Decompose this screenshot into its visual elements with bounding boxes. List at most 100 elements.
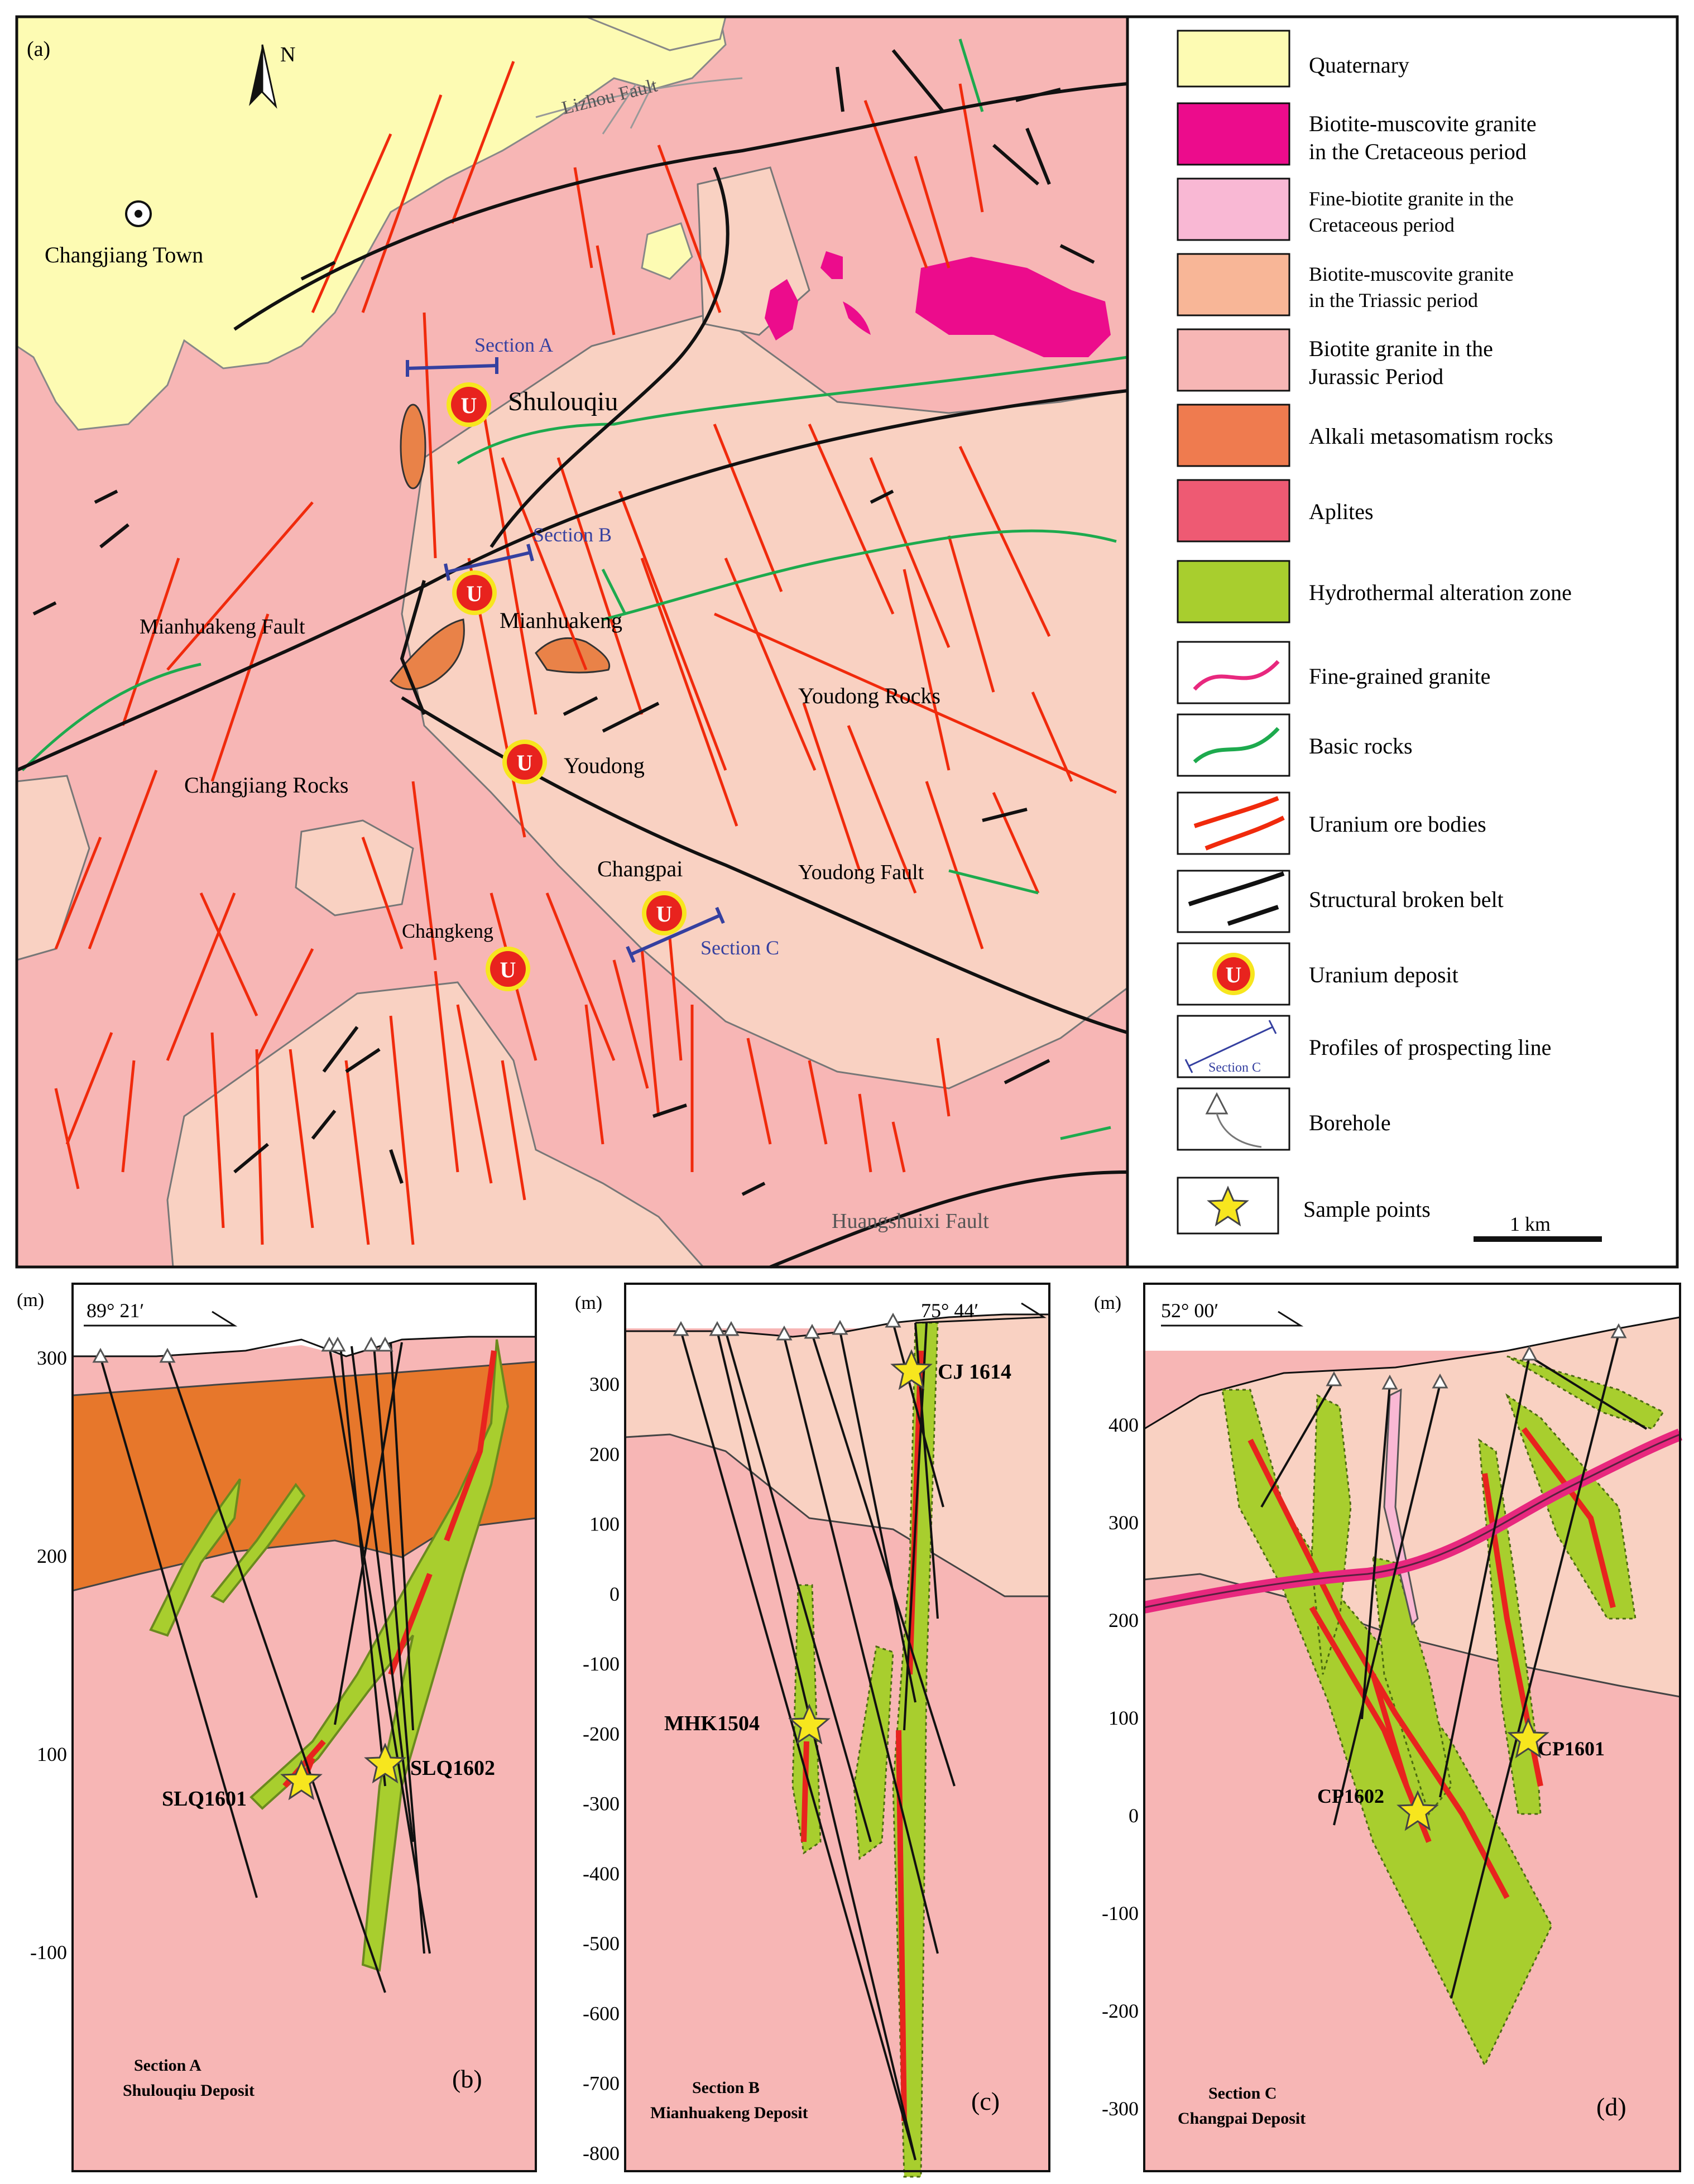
svg-text:Biotite-muscovite granite: Biotite-muscovite granite	[1309, 111, 1537, 136]
deposit-caption: Shulouqiu Deposit	[123, 2081, 255, 2100]
section-panel-d: CP1601 CP1602 52° 00′ (m) 400 300 200 10…	[1094, 1283, 1683, 2172]
svg-text:1 km: 1 km	[1510, 1213, 1551, 1235]
legend-item-uranium-ore-bodies: Uranium ore bodies	[1177, 791, 1486, 855]
deposit-caption: Changpai Deposit	[1178, 2109, 1306, 2128]
sample-label-cp1602: CP1602	[1317, 1785, 1384, 1807]
svg-text:Hydrothermal alteration zone: Hydrothermal alteration zone	[1309, 580, 1572, 605]
deposit-symbol: U	[656, 901, 673, 927]
quaternary-area	[641, 222, 693, 280]
section-c-label: Section C	[700, 937, 779, 959]
y-axis-ticks: 400 300 200 100 0 -100 -200 -300	[1102, 1414, 1139, 2120]
alkali-metasomatism-lens	[535, 637, 610, 674]
svg-text:Basic rocks: Basic rocks	[1309, 733, 1413, 759]
scale-bar: 1 km	[1474, 1213, 1602, 1242]
svg-text:-200: -200	[583, 1722, 620, 1745]
svg-text:in the Triassic period: in the Triassic period	[1309, 289, 1478, 311]
fine-biotite-granite-dyke	[1383, 1388, 1419, 1626]
changjiang-rocks-label: Changjiang Rocks	[184, 772, 348, 798]
svg-text:200: 200	[37, 1545, 67, 1567]
svg-text:Borehole: Borehole	[1309, 1110, 1391, 1135]
svg-text:-200: -200	[1102, 2000, 1139, 2022]
svg-text:Alkali metasomatism rocks: Alkali metasomatism rocks	[1309, 424, 1553, 449]
svg-text:-100: -100	[583, 1653, 620, 1675]
svg-text:-800: -800	[583, 2142, 620, 2164]
panel-label-c: (c)	[971, 2087, 1000, 2115]
legend-item-alkali-metasomatism: Alkali metasomatism rocks	[1177, 404, 1553, 467]
deposit-youdong: U	[502, 740, 547, 784]
triassic-granite-area	[166, 981, 706, 1268]
svg-text:-300: -300	[583, 1793, 620, 1815]
legend-item-structural-broken-belt: Structural broken belt	[1177, 870, 1504, 933]
section-a-profile	[406, 357, 498, 377]
youdong-fault-label: Youdong Fault	[798, 861, 924, 884]
map-panel-label: (a)	[27, 37, 50, 61]
svg-text:300: 300	[37, 1347, 67, 1369]
cretaceous-granite-area	[820, 251, 843, 279]
boreholes	[680, 1322, 956, 2161]
svg-text:300: 300	[589, 1373, 620, 1395]
legend-item-cretaceous-biotite-muscovite-granite: Biotite-muscovite granite in the Cretace…	[1177, 102, 1537, 166]
alkali-metasomatism-lens	[400, 404, 426, 489]
legend-item-prospecting-line: Section C Profiles of prospecting line	[1177, 1015, 1551, 1078]
section-caption: Section C	[1208, 2084, 1277, 2103]
deposit-changkeng: U	[486, 947, 530, 991]
svg-text:Fine-grained granite: Fine-grained granite	[1309, 664, 1490, 689]
cretaceous-granite-area	[765, 279, 798, 340]
legend: Quaternary Biotite-muscovite granite in …	[1126, 15, 1679, 1269]
north-label: N	[280, 43, 295, 66]
svg-text:-500: -500	[583, 1932, 620, 1955]
svg-text:-300: -300	[1102, 2097, 1139, 2120]
geologic-map: (a) N Changjiang Town Lizhou Fault Mianh…	[15, 15, 1129, 1269]
basic-rock-dykes	[21, 39, 1128, 1140]
lizhou-fault-traces	[535, 77, 743, 135]
deposit-mianhuakeng: U	[452, 570, 497, 615]
unit-label: (m)	[1094, 1293, 1121, 1313]
panel-label-d: (d)	[1596, 2092, 1626, 2121]
legend-item-uranium-deposit: U Uranium deposit	[1177, 942, 1458, 1006]
legend-item-aplites: Aplites	[1177, 479, 1374, 543]
svg-text:0: 0	[610, 1583, 620, 1605]
svg-text:Quaternary: Quaternary	[1309, 52, 1409, 78]
panel-label-b: (b)	[452, 2065, 482, 2093]
youdong-label: Youdong	[564, 753, 645, 778]
svg-text:-100: -100	[30, 1941, 67, 1964]
svg-text:Sample points: Sample points	[1303, 1197, 1431, 1222]
deposit-changpai: U	[642, 891, 687, 935]
svg-text:Profiles of prospecting line: Profiles of prospecting line	[1309, 1035, 1551, 1060]
legend-item-basic-rocks: Basic rocks	[1177, 713, 1413, 777]
youdong-rocks-label: Youdong Rocks	[798, 683, 940, 708]
svg-text:Biotite granite in the: Biotite granite in the	[1309, 336, 1493, 361]
sample-label-slq1602: SLQ1602	[410, 1756, 495, 1780]
legend-item-fine-grained-granite: Fine-grained granite	[1177, 641, 1490, 704]
azimuth-label: 75° 44′	[921, 1299, 978, 1322]
deposit-symbol: U	[461, 393, 477, 418]
svg-text:Jurassic Period: Jurassic Period	[1309, 364, 1443, 389]
svg-text:400: 400	[1108, 1414, 1139, 1436]
svg-text:300: 300	[1108, 1511, 1139, 1534]
svg-text:Fine-biotite granite in the: Fine-biotite granite in the	[1309, 188, 1514, 210]
deposit-symbol: U	[500, 957, 516, 982]
uranium-ore-bodies	[54, 61, 1117, 1245]
deposit-shulouqiu: U	[447, 382, 491, 427]
ore-bodies	[1247, 1427, 1616, 1899]
triassic-granite-area	[295, 819, 414, 916]
changjiang-town-label: Changjiang Town	[45, 242, 203, 267]
sample-label-slq1601: SLQ1601	[162, 1787, 247, 1811]
svg-text:Structural broken belt: Structural broken belt	[1309, 887, 1504, 912]
legend-item-hydrothermal-alteration: Hydrothermal alteration zone	[1177, 560, 1572, 623]
cretaceous-granite-area	[843, 301, 871, 335]
deposit-symbol: U	[467, 581, 483, 606]
north-arrow: N	[249, 43, 295, 109]
unit-label: (m)	[575, 1293, 602, 1313]
deposit-symbol: U	[517, 750, 533, 775]
sample-label-cp1601: CP1601	[1538, 1737, 1605, 1760]
azimuth-label: 52° 00′	[1161, 1299, 1218, 1322]
svg-text:100: 100	[37, 1743, 67, 1765]
svg-text:in the Cretaceous period: in the Cretaceous period	[1309, 139, 1527, 164]
y-axis-ticks: 300 200 100 0 -100 -200 -300 -400 -500 -…	[583, 1373, 620, 2164]
changjiang-town-marker	[125, 200, 152, 227]
legend-item-quaternary: Quaternary	[1177, 30, 1409, 88]
triassic-granite-area	[401, 311, 1129, 1089]
huangshuixi-fault-line	[769, 1170, 1128, 1269]
